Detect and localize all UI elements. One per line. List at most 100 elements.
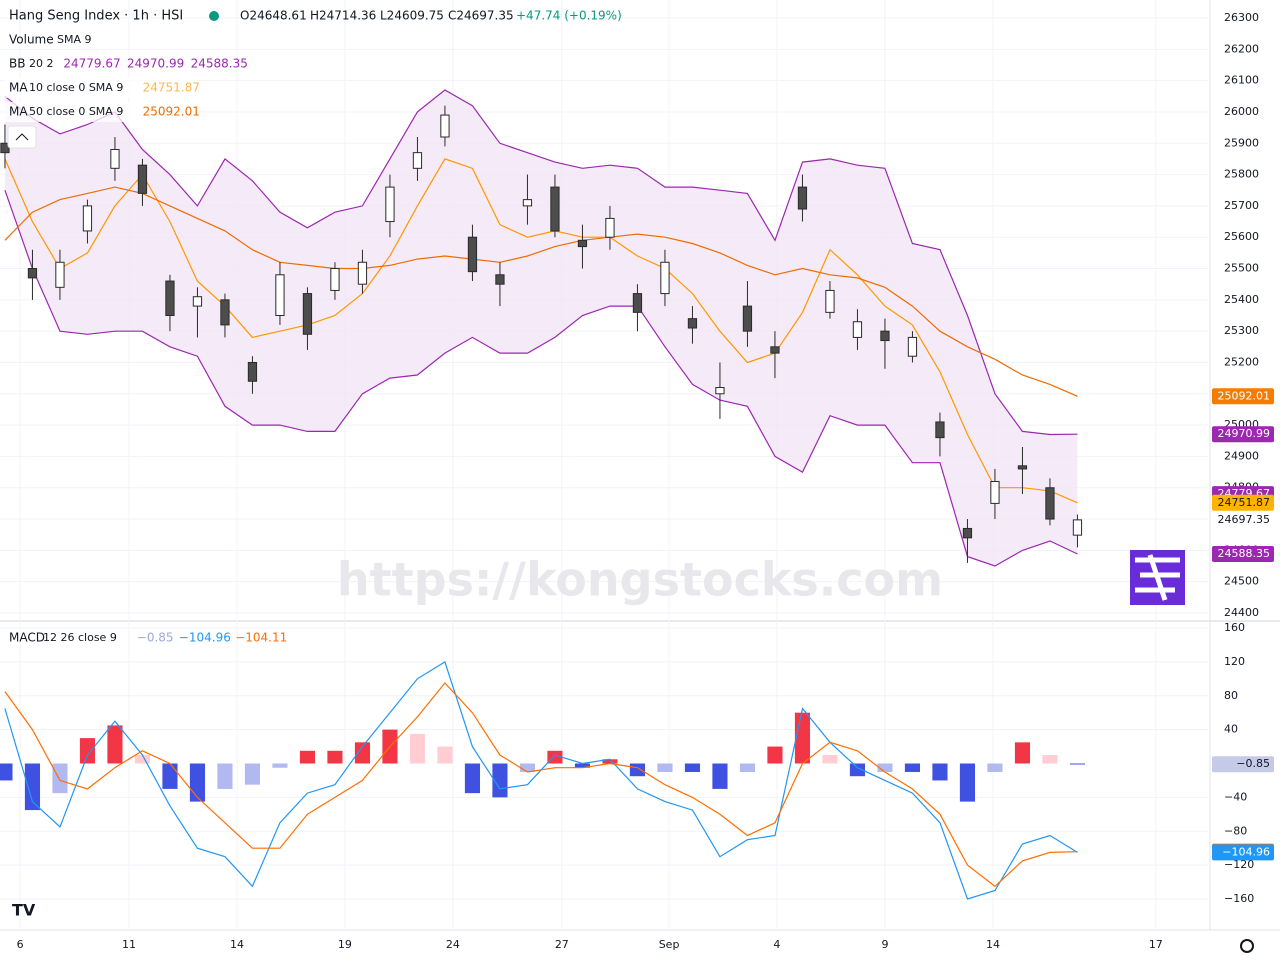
legend-value: −0.85 xyxy=(137,631,174,645)
candle-body xyxy=(522,199,533,207)
macd-histogram-bar xyxy=(629,763,646,777)
candle-body xyxy=(660,261,670,295)
x-tick-label: 17 xyxy=(1149,938,1163,951)
legend-params: 10 close 0 SMA 9 xyxy=(29,81,123,94)
y-tick-label: 25700 xyxy=(1224,199,1259,212)
price-badge-label: −0.85 xyxy=(1236,757,1270,770)
legend-params: SMA 9 xyxy=(57,33,92,46)
y-tick-label: 25800 xyxy=(1224,168,1259,181)
legend-value: −104.11 xyxy=(235,631,287,645)
macd-histogram-bar xyxy=(767,746,783,764)
macd-histogram-bar xyxy=(162,763,178,789)
y-tick-label: 25300 xyxy=(1224,324,1259,337)
candle-body xyxy=(385,186,395,223)
ohlc-open: O24648.61 xyxy=(240,9,307,23)
price-badge-label: 24970.99 xyxy=(1218,427,1271,440)
y-tick-label: 26000 xyxy=(1224,105,1259,118)
price-badge-label: 25092.01 xyxy=(1218,389,1271,402)
candle-body xyxy=(27,268,38,279)
moving-average xyxy=(4,186,1078,397)
macd-histogram-bar xyxy=(354,742,371,764)
candle-body xyxy=(275,274,285,316)
ohlc-low: L24609.75 xyxy=(380,9,444,23)
candle-body xyxy=(935,421,945,439)
tradingview-logo: 𝗧𝗩 xyxy=(12,901,36,920)
x-tick-label: 14 xyxy=(986,938,1000,951)
candle-body xyxy=(247,361,258,382)
legend-params: 20 2 xyxy=(29,57,54,70)
macd-histogram-bar xyxy=(1042,755,1058,764)
legend-label: Volume xyxy=(9,33,54,47)
candle-body xyxy=(302,293,313,335)
watermark-logo xyxy=(1130,550,1185,605)
price-badge-label: −104.96 xyxy=(1222,845,1270,858)
macd-histogram-bar xyxy=(574,763,591,768)
macd-histogram-bar xyxy=(409,733,426,764)
x-tick-label: 14 xyxy=(230,938,244,951)
macd-histogram-bar xyxy=(684,763,701,772)
y-tick-label: 24400 xyxy=(1224,606,1259,619)
candle-body xyxy=(110,149,120,169)
macd-histogram-bar xyxy=(794,712,811,764)
candle-body xyxy=(852,321,863,338)
x-tick-label: Sep xyxy=(659,938,680,951)
bollinger-lower xyxy=(4,190,1078,567)
logo-glyph xyxy=(1135,554,1180,601)
x-tick-label: 6 xyxy=(17,938,24,951)
candle-body xyxy=(192,296,203,307)
macd-histogram-bar xyxy=(849,763,866,777)
macd-histogram-bar xyxy=(822,755,838,764)
bollinger-fill xyxy=(4,90,1078,567)
candle-body xyxy=(467,236,478,273)
y-tick-label: 160 xyxy=(1224,621,1245,634)
bollinger-upper xyxy=(4,89,1078,436)
macd-histogram-bar xyxy=(24,763,41,811)
candle-body xyxy=(1045,487,1055,520)
x-tick-label: 9 xyxy=(881,938,888,951)
ohlc-change: +47.74 (+0.19%) xyxy=(516,9,622,23)
y-tick-label: 25500 xyxy=(1224,262,1259,275)
market-status xyxy=(209,11,219,21)
y-tick-label: 26100 xyxy=(1224,74,1259,87)
y-tick-label: −120 xyxy=(1224,858,1254,871)
candle-body xyxy=(962,527,973,539)
y-tick-label: 25200 xyxy=(1224,355,1259,368)
macd-histogram-bar xyxy=(52,763,68,794)
y-tick-label: 25900 xyxy=(1224,136,1259,149)
candle-body xyxy=(605,217,615,238)
plot xyxy=(0,89,1086,900)
candle-body xyxy=(357,261,368,285)
y-tick-label: 24500 xyxy=(1224,575,1259,588)
legend-params: 12 26 close 9 xyxy=(43,631,117,644)
y-tick-label: −80 xyxy=(1224,824,1247,837)
legend-value: −104.96 xyxy=(179,631,231,645)
macd-histogram-bar xyxy=(904,763,921,772)
macd-histogram-bar xyxy=(244,763,261,785)
x-tick-label: 19 xyxy=(338,938,352,951)
macd-histogram-bar xyxy=(464,763,481,794)
candle-body xyxy=(1017,465,1028,470)
candle-body xyxy=(330,268,340,291)
macd-histogram-bar xyxy=(327,750,343,764)
collapse-legend-button[interactable] xyxy=(7,125,37,149)
candle-body xyxy=(440,114,450,138)
macd-histogram-bar xyxy=(189,763,206,802)
x-tick-label: 24 xyxy=(446,938,460,951)
y-tick-label: 24900 xyxy=(1224,449,1259,462)
candle-body xyxy=(687,318,698,329)
candle-body xyxy=(165,280,175,317)
macd-histogram-bar xyxy=(437,746,453,764)
watermark: https://kongstocks.com xyxy=(337,553,943,607)
ohlc-high: H24714.36 xyxy=(310,9,376,23)
price-badge-label: 24697.35 xyxy=(1218,513,1271,526)
legend-backdrop xyxy=(4,78,199,98)
candle-body xyxy=(550,186,560,232)
macd-histogram-bar xyxy=(107,725,123,764)
price-badge xyxy=(1212,494,1274,511)
macd-histogram-bar xyxy=(932,763,948,781)
settings-button[interactable] xyxy=(1240,939,1254,953)
candle-body xyxy=(990,480,1000,504)
macd-histogram-bar xyxy=(547,750,563,764)
candle-body xyxy=(797,186,808,210)
